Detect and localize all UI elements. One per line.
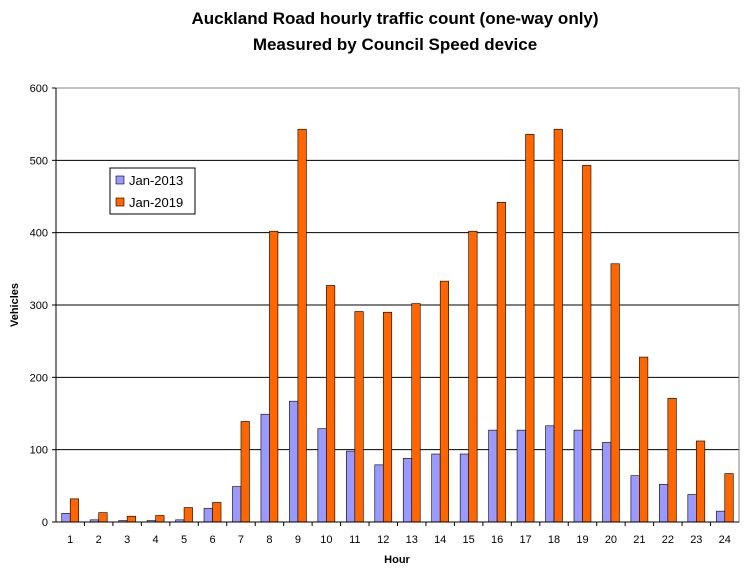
x-tick-label: 12 <box>377 534 389 546</box>
bar-jan-2013-hour-21 <box>630 475 640 523</box>
x-tick-label: 11 <box>349 534 360 546</box>
bar-jan-2019-hour-7 <box>240 421 250 523</box>
legend-label-jan-2013: Jan-2013 <box>129 173 183 188</box>
bar-jan-2013-hour-8 <box>260 413 270 523</box>
bar-jan-2019-hour-3 <box>126 515 136 523</box>
x-axis-title: Hour <box>384 554 410 566</box>
bar-jan-2013-hour-17 <box>516 429 526 523</box>
bar-jan-2019-hour-5 <box>183 507 193 523</box>
bar-jan-2019-hour-17 <box>525 133 535 523</box>
bar-jan-2019-hour-19 <box>582 165 592 523</box>
bar-jan-2019-hour-10 <box>326 285 336 523</box>
x-tick-label: 20 <box>605 534 617 546</box>
bar-jan-2013-hour-18 <box>545 425 555 523</box>
x-tick-label: 1 <box>67 534 73 546</box>
x-tick-label: 2 <box>96 534 102 546</box>
bar-jan-2013-hour-24 <box>715 510 726 523</box>
legend: Jan-2013 Jan-2019 <box>109 167 196 215</box>
legend-swatch-jan-2013 <box>115 175 125 185</box>
y-axis-title: Vehicles <box>9 283 21 327</box>
y-tick-label: 100 <box>30 445 48 457</box>
x-tick-label: 19 <box>576 534 588 546</box>
bar-jan-2019-hour-18 <box>553 128 563 523</box>
bars <box>61 128 734 523</box>
bar-jan-2013-hour-12 <box>374 464 384 523</box>
x-tick-label: 15 <box>463 534 475 546</box>
bar-jan-2013-hour-20 <box>602 442 612 523</box>
y-tick-labels: 0 100 200 300 400 500 600 <box>30 83 56 529</box>
bar-jan-2013-hour-15 <box>459 453 469 523</box>
bar-jan-2019-hour-23 <box>696 440 706 523</box>
x-tick-label: 14 <box>434 534 446 546</box>
x-tick-labels: 1 2 3 4 5 6 7 8 9 10 11 12 13 14 15 16 17 18 19 20 21 22 23 24 <box>67 522 731 546</box>
bar-jan-2013-hour-9 <box>289 400 299 523</box>
bar-jan-2013-hour-23 <box>687 494 697 523</box>
bar-jan-2019-hour-22 <box>667 398 677 523</box>
bar-jan-2019-hour-2 <box>98 512 108 523</box>
bar-jan-2013-hour-14 <box>431 453 441 523</box>
x-tick-label: 24 <box>719 534 731 546</box>
y-tick-label: 300 <box>30 300 48 312</box>
bar-jan-2019-hour-13 <box>411 303 421 523</box>
bar-jan-2013-hour-7 <box>232 486 242 523</box>
chart-title: Auckland Road hourly traffic count (one-… <box>191 9 598 28</box>
y-tick-label: 0 <box>42 517 48 529</box>
bar-jan-2019-hour-20 <box>610 263 620 523</box>
bar-jan-2013-hour-1 <box>61 513 71 523</box>
x-tick-label: 4 <box>153 534 159 546</box>
x-tick-label: 5 <box>181 534 187 546</box>
x-tick-label: 7 <box>238 534 244 546</box>
bar-jan-2013-hour-22 <box>659 484 669 523</box>
bar-jan-2019-hour-24 <box>724 473 734 523</box>
bar-jan-2019-hour-21 <box>639 356 649 523</box>
bar-jan-2013-hour-16 <box>488 429 498 523</box>
x-tick-label: 18 <box>548 534 560 546</box>
x-tick-label: 22 <box>662 534 674 546</box>
x-tick-label: 6 <box>209 534 215 546</box>
bar-jan-2019-hour-4 <box>155 515 165 523</box>
gridlines <box>56 159 739 451</box>
bar-jan-2013-hour-13 <box>402 458 413 523</box>
legend-label-jan-2019: Jan-2019 <box>129 195 183 210</box>
legend-box <box>109 167 196 215</box>
y-tick-label: 200 <box>30 372 48 384</box>
bar-jan-2019-hour-6 <box>212 502 222 523</box>
bar-jan-2019-hour-8 <box>269 230 279 523</box>
y-tick-label: 500 <box>30 155 48 167</box>
y-tick-label: 400 <box>30 228 48 240</box>
y-tick-label: 600 <box>30 83 48 95</box>
bar-jan-2019-hour-12 <box>382 311 393 523</box>
bar-jan-2019-hour-16 <box>496 201 506 523</box>
x-tick-label: 3 <box>124 534 130 546</box>
x-tick-label: 9 <box>295 534 301 546</box>
x-tick-label: 13 <box>406 534 418 546</box>
bar-jan-2013-hour-10 <box>317 428 327 523</box>
bar-jan-2013-hour-19 <box>573 429 583 523</box>
bar-jan-2019-hour-11 <box>354 311 364 523</box>
x-tick-label: 10 <box>320 534 332 546</box>
bar-jan-2019-hour-1 <box>69 498 80 523</box>
bar-jan-2019-hour-15 <box>468 230 478 523</box>
legend-swatch-jan-2019 <box>115 197 125 207</box>
bar-jan-2013-hour-11 <box>346 450 356 523</box>
x-tick-label: 8 <box>266 534 272 546</box>
x-tick-label: 23 <box>690 534 702 546</box>
x-tick-label: 17 <box>519 534 531 546</box>
x-tick-label: 21 <box>633 534 645 546</box>
x-tick-label: 16 <box>491 534 503 546</box>
chart-subtitle: Measured by Council Speed device <box>253 35 537 54</box>
bar-jan-2019-hour-14 <box>439 280 449 523</box>
bar-jan-2013-hour-6 <box>203 507 213 523</box>
bar-jan-2019-hour-9 <box>297 128 307 523</box>
